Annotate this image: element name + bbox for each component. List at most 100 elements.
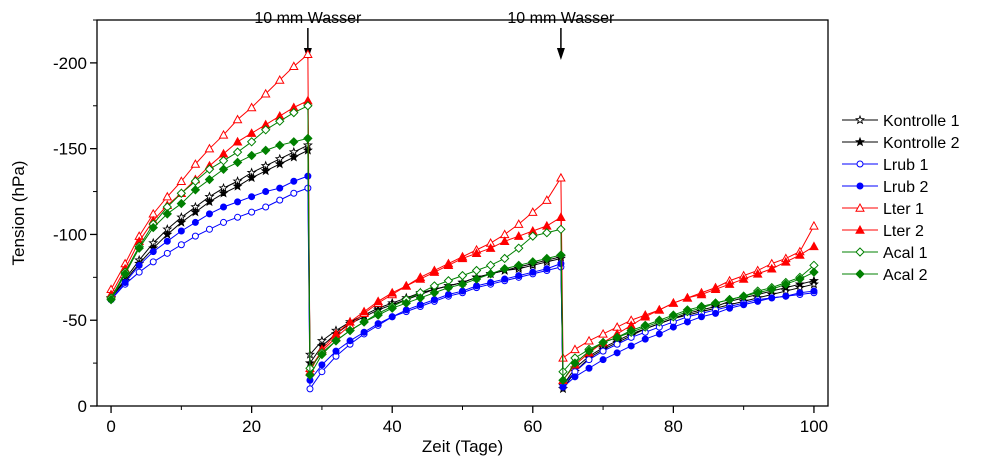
series-5-point-52: [809, 241, 819, 251]
series-7-point-32: [542, 253, 552, 264]
series-3-point-23: [416, 301, 424, 309]
series-3-point-12: [276, 184, 284, 192]
series-5-point-19: [359, 306, 369, 316]
series-2-point-10: [248, 208, 256, 216]
series-3-point-4: [163, 237, 171, 245]
series-5-point-47: [738, 274, 749, 283]
series-4-point-6: [190, 159, 201, 168]
x-tick-label-20: 20: [242, 417, 261, 436]
series-5-point-23: [415, 274, 426, 283]
legend-marker-0: [855, 114, 865, 125]
series-3-point-42: [669, 323, 677, 331]
series-1-point-12: [274, 158, 285, 169]
series-7-point-44: [696, 301, 707, 312]
y-tick-label-0: 0: [78, 397, 87, 416]
series-5-point-51: [795, 250, 805, 259]
series-7-point-15: [305, 370, 315, 380]
series-7-point-24: [429, 288, 440, 298]
series-5-point-22: [401, 280, 412, 290]
series-4-point-12: [274, 75, 285, 84]
series-1-point-4: [162, 229, 173, 239]
annotation-text-1: 10 mm Wasser: [507, 10, 615, 27]
annotation-text-0: 10 mm Wasser: [254, 10, 362, 27]
series-2-point-15: [306, 385, 314, 393]
series-3-point-30: [515, 272, 523, 280]
series-2-point-13: [290, 189, 298, 197]
series-4-point-33: [556, 172, 566, 182]
series-4-point-9: [232, 114, 243, 124]
series-4-point-5: [176, 176, 187, 185]
series-7-point-18: [345, 325, 355, 336]
series-3-point-13: [290, 177, 298, 185]
series-2-point-16: [318, 368, 326, 376]
series-7-point-41: [654, 315, 665, 325]
legend-label-5: Lter 2: [883, 223, 924, 240]
series-3-point-45: [712, 309, 720, 317]
series-7-point-31: [528, 257, 538, 267]
series-4-point-52: [809, 220, 819, 230]
legend-marker-3: [856, 182, 864, 190]
series-3-point-18: [346, 337, 354, 345]
series-2-point-37: [599, 347, 607, 355]
series-1-point-8: [218, 188, 229, 198]
series-7-point-21: [387, 303, 397, 313]
series-2-point-3: [149, 258, 157, 266]
series-3-point-7: [205, 210, 213, 218]
series-5-point-48: [752, 268, 763, 278]
legend-marker-2: [856, 160, 864, 168]
series-5-point-27: [471, 248, 482, 258]
series-3-point-36: [585, 364, 593, 372]
series-5-point-10: [246, 128, 257, 137]
series-7-point-4: [162, 209, 172, 219]
series-7-point-46: [724, 294, 735, 305]
series-5-point-42: [668, 298, 679, 307]
legend-marker-1: [855, 136, 865, 147]
series-3-point-28: [487, 278, 495, 286]
series-2-point-2: [135, 268, 143, 276]
series-2-point-6: [191, 232, 199, 240]
x-tick-label-80: 80: [664, 417, 683, 436]
series-3-point-8: [220, 203, 228, 211]
series-3-point-50: [782, 292, 790, 300]
series-4-point-32: [541, 195, 552, 204]
series-7-point-30: [514, 260, 524, 271]
series-3-point-44: [697, 313, 705, 321]
series-1-point-13: [288, 151, 299, 162]
series-7-point-37: [598, 337, 608, 348]
legend-item-2: Lrub 1: [842, 157, 928, 174]
y-tick-label-2: -100: [53, 225, 87, 244]
series-5-point-50: [780, 256, 791, 266]
series-3-point-3: [149, 248, 157, 256]
series-5-point-45: [710, 284, 721, 294]
legend-label-4: Lter 1: [883, 201, 924, 218]
series-7-point-13: [289, 137, 299, 147]
series-7-point-48: [753, 288, 763, 298]
series-4-point-14: [303, 49, 313, 59]
x-axis-label: Zeit (Tage): [422, 437, 503, 456]
series-2-point-11: [262, 203, 270, 211]
series-7-point-8: [218, 164, 229, 174]
series-4-point-7: [204, 143, 215, 153]
series-7-point-43: [682, 305, 693, 315]
series-5-point-49: [766, 263, 777, 273]
series-7-point-29: [499, 264, 510, 274]
series-3-point-38: [613, 349, 621, 357]
series-3-point-22: [402, 306, 410, 314]
series-6-point-29: [499, 253, 510, 264]
series-6-point-32: [542, 228, 552, 238]
series-2-point-36: [585, 356, 593, 364]
series-1-point-52: [808, 275, 819, 286]
series-3-point-5: [177, 227, 185, 235]
series-1-point-6: [190, 206, 201, 217]
series-6-point-11: [260, 125, 271, 135]
series-5-point-41: [654, 304, 665, 314]
series-5-point-28: [485, 243, 496, 252]
series-7-point-20: [373, 310, 383, 320]
series-7-point-5: [176, 198, 187, 209]
series-7-point-52: [809, 267, 819, 277]
series-7-point-0: [106, 294, 116, 305]
series-7: [106, 133, 819, 385]
series-7-point-2: [134, 243, 144, 253]
series-4-point-37: [598, 328, 608, 338]
